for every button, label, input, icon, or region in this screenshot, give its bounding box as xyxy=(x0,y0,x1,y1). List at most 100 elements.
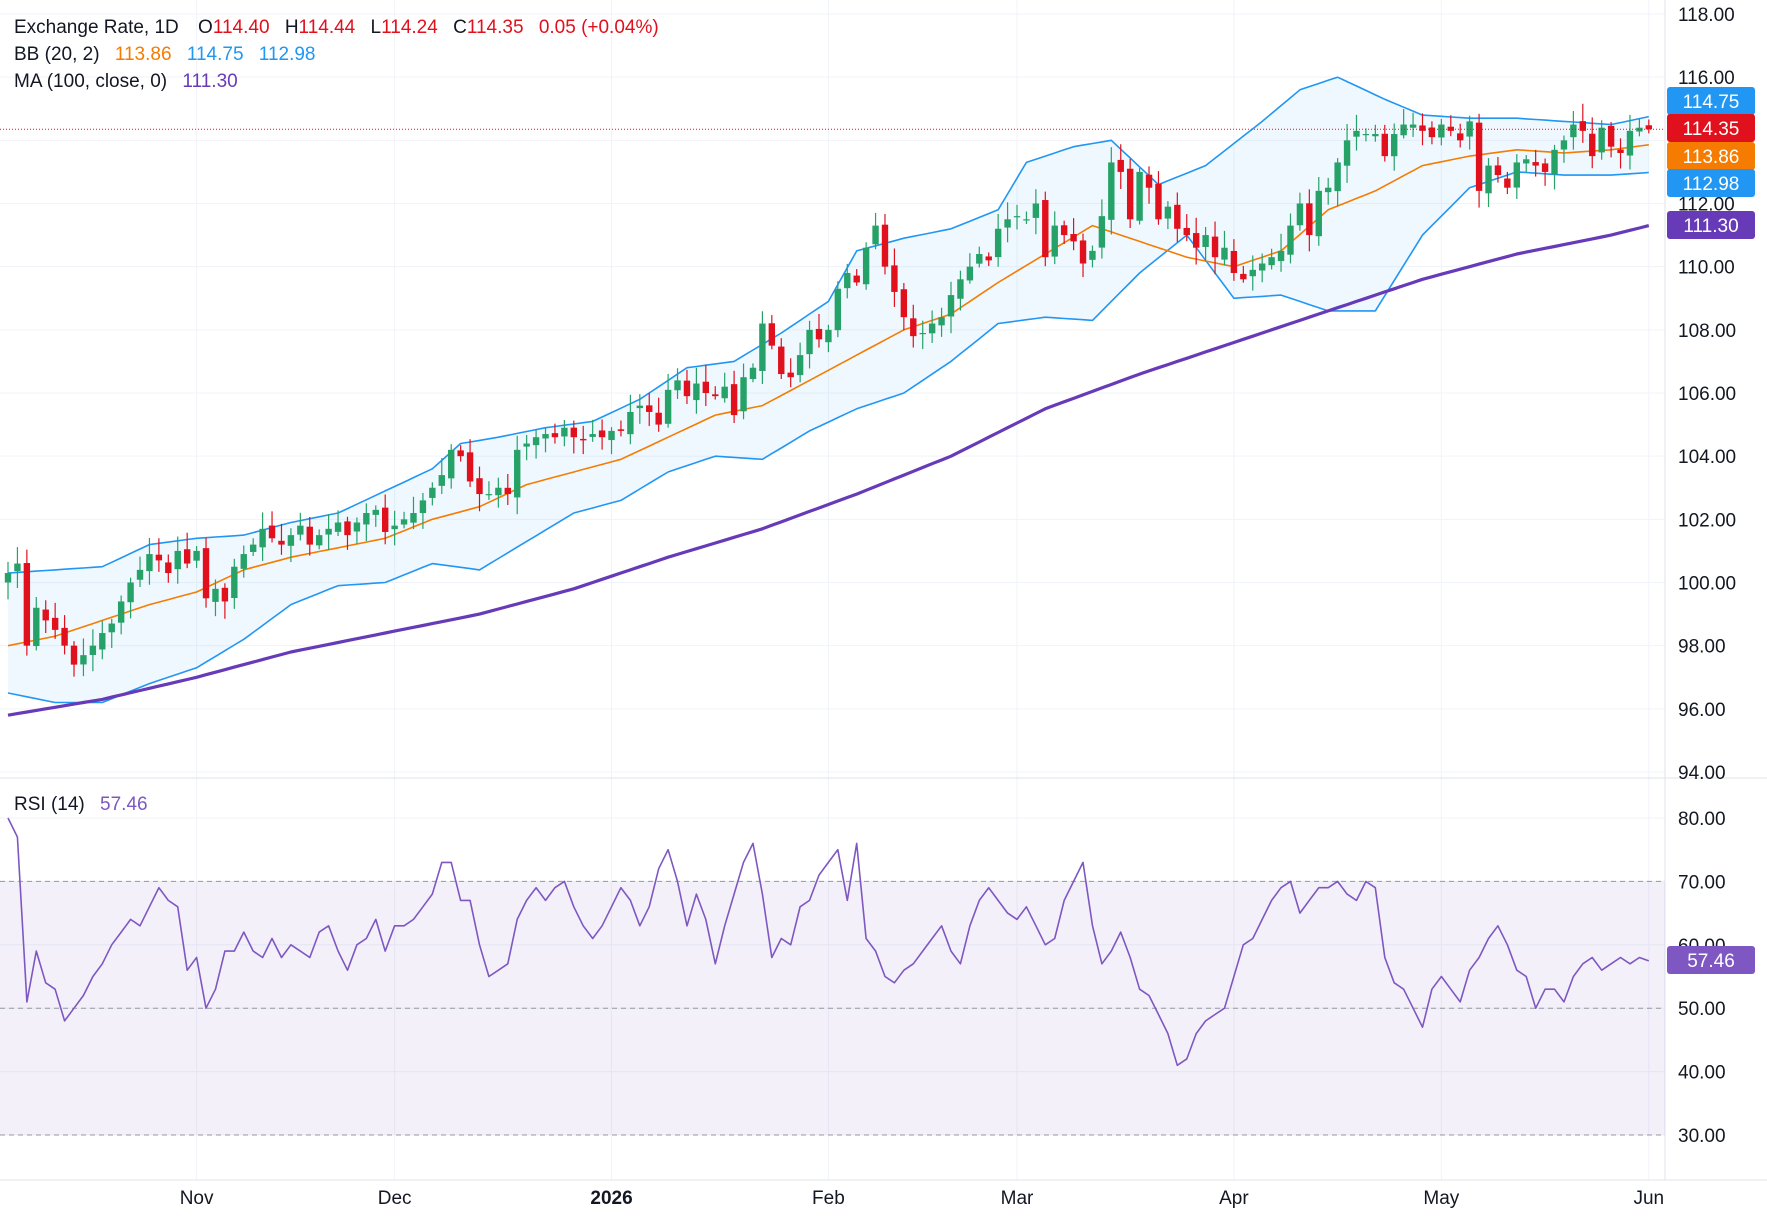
candle[interactable] xyxy=(278,523,285,555)
candle[interactable] xyxy=(617,420,625,437)
candle[interactable] xyxy=(1155,171,1162,225)
candle[interactable] xyxy=(900,283,908,331)
candle[interactable] xyxy=(806,320,813,369)
candle[interactable] xyxy=(1607,122,1615,158)
candle[interactable] xyxy=(1551,144,1558,190)
candle[interactable] xyxy=(1381,124,1388,162)
candle[interactable] xyxy=(693,367,700,414)
candle[interactable] xyxy=(551,423,559,444)
candle[interactable] xyxy=(42,600,49,633)
candle[interactable] xyxy=(1164,201,1172,230)
candle[interactable] xyxy=(1098,199,1106,259)
candle[interactable] xyxy=(1306,189,1313,252)
candle[interactable] xyxy=(1211,221,1219,275)
candle[interactable] xyxy=(391,510,398,546)
candle[interactable] xyxy=(1136,167,1143,225)
candle[interactable] xyxy=(580,425,587,455)
candle[interactable] xyxy=(429,482,436,506)
candle[interactable] xyxy=(1457,123,1464,148)
candle[interactable] xyxy=(1409,112,1417,137)
candle[interactable] xyxy=(778,338,785,379)
candle[interactable] xyxy=(99,620,106,660)
candle[interactable] xyxy=(51,602,59,639)
candle[interactable] xyxy=(1617,138,1624,169)
candle[interactable] xyxy=(1032,189,1040,235)
candle[interactable] xyxy=(1598,120,1605,160)
candle[interactable] xyxy=(570,420,577,454)
candle[interactable] xyxy=(382,494,389,545)
candle[interactable] xyxy=(4,561,12,600)
candle[interactable] xyxy=(1230,239,1238,281)
candle[interactable] xyxy=(438,458,445,495)
candle[interactable] xyxy=(994,213,1002,267)
candle[interactable] xyxy=(193,546,200,568)
candle[interactable] xyxy=(1023,211,1030,225)
candle[interactable] xyxy=(646,392,653,427)
candle[interactable] xyxy=(787,358,794,388)
candle[interactable] xyxy=(674,368,681,399)
candle[interactable] xyxy=(174,536,181,584)
candle[interactable] xyxy=(1183,214,1190,242)
candle[interactable] xyxy=(146,537,153,585)
candle[interactable] xyxy=(1560,135,1568,163)
candle[interactable] xyxy=(910,304,917,348)
candle[interactable] xyxy=(853,269,860,286)
candle[interactable] xyxy=(108,618,115,648)
candle[interactable] xyxy=(1353,114,1360,151)
candle[interactable] xyxy=(561,419,568,447)
candle[interactable] xyxy=(919,320,926,350)
candle[interactable] xyxy=(749,363,757,383)
candle[interactable] xyxy=(23,549,31,656)
candle[interactable] xyxy=(1362,128,1370,142)
candle[interactable] xyxy=(862,242,870,290)
candle[interactable] xyxy=(231,558,238,609)
candle[interactable] xyxy=(1202,226,1209,262)
candle[interactable] xyxy=(325,514,332,550)
candle[interactable] xyxy=(1315,176,1322,246)
candle[interactable] xyxy=(1117,144,1124,190)
candle[interactable] xyxy=(183,532,191,569)
candle[interactable] xyxy=(268,511,276,543)
candle[interactable] xyxy=(80,638,87,677)
candle[interactable] xyxy=(212,579,219,617)
candle[interactable] xyxy=(834,281,842,338)
candle[interactable] xyxy=(127,577,134,619)
candle[interactable] xyxy=(344,516,351,550)
candle[interactable] xyxy=(1589,117,1596,169)
candle[interactable] xyxy=(504,473,511,505)
candle[interactable] xyxy=(1079,233,1087,278)
candle[interactable] xyxy=(221,583,229,619)
candle[interactable] xyxy=(702,364,710,407)
candle[interactable] xyxy=(297,512,304,541)
candle[interactable] xyxy=(410,496,417,530)
candle[interactable] xyxy=(485,481,493,500)
candle[interactable] xyxy=(872,212,879,250)
candle[interactable] xyxy=(655,397,662,432)
candle[interactable] xyxy=(1258,253,1266,283)
candle[interactable] xyxy=(844,263,851,299)
candle[interactable] xyxy=(89,629,97,672)
candle[interactable] xyxy=(938,307,945,337)
candle[interactable] xyxy=(1070,218,1077,251)
candle[interactable] xyxy=(1126,158,1134,229)
candle[interactable] xyxy=(768,315,776,350)
candle[interactable] xyxy=(730,370,738,424)
candle[interactable] xyxy=(1268,248,1275,270)
candle[interactable] xyxy=(33,596,40,651)
candle[interactable] xyxy=(315,529,323,550)
candle[interactable] xyxy=(1513,154,1520,199)
candle[interactable] xyxy=(1325,177,1332,205)
rsi-pane[interactable] xyxy=(0,817,1665,1136)
candle[interactable] xyxy=(721,372,728,403)
candle[interactable] xyxy=(957,270,964,311)
candle[interactable] xyxy=(1391,123,1398,171)
candle[interactable] xyxy=(1504,171,1511,195)
candle[interactable] xyxy=(976,246,983,268)
candle[interactable] xyxy=(1447,115,1454,137)
candle[interactable] xyxy=(1145,166,1153,204)
candle[interactable] xyxy=(1174,192,1181,243)
candle[interactable] xyxy=(1636,118,1643,137)
candle[interactable] xyxy=(598,419,606,450)
candle[interactable] xyxy=(400,511,408,529)
candle[interactable] xyxy=(1428,121,1436,145)
